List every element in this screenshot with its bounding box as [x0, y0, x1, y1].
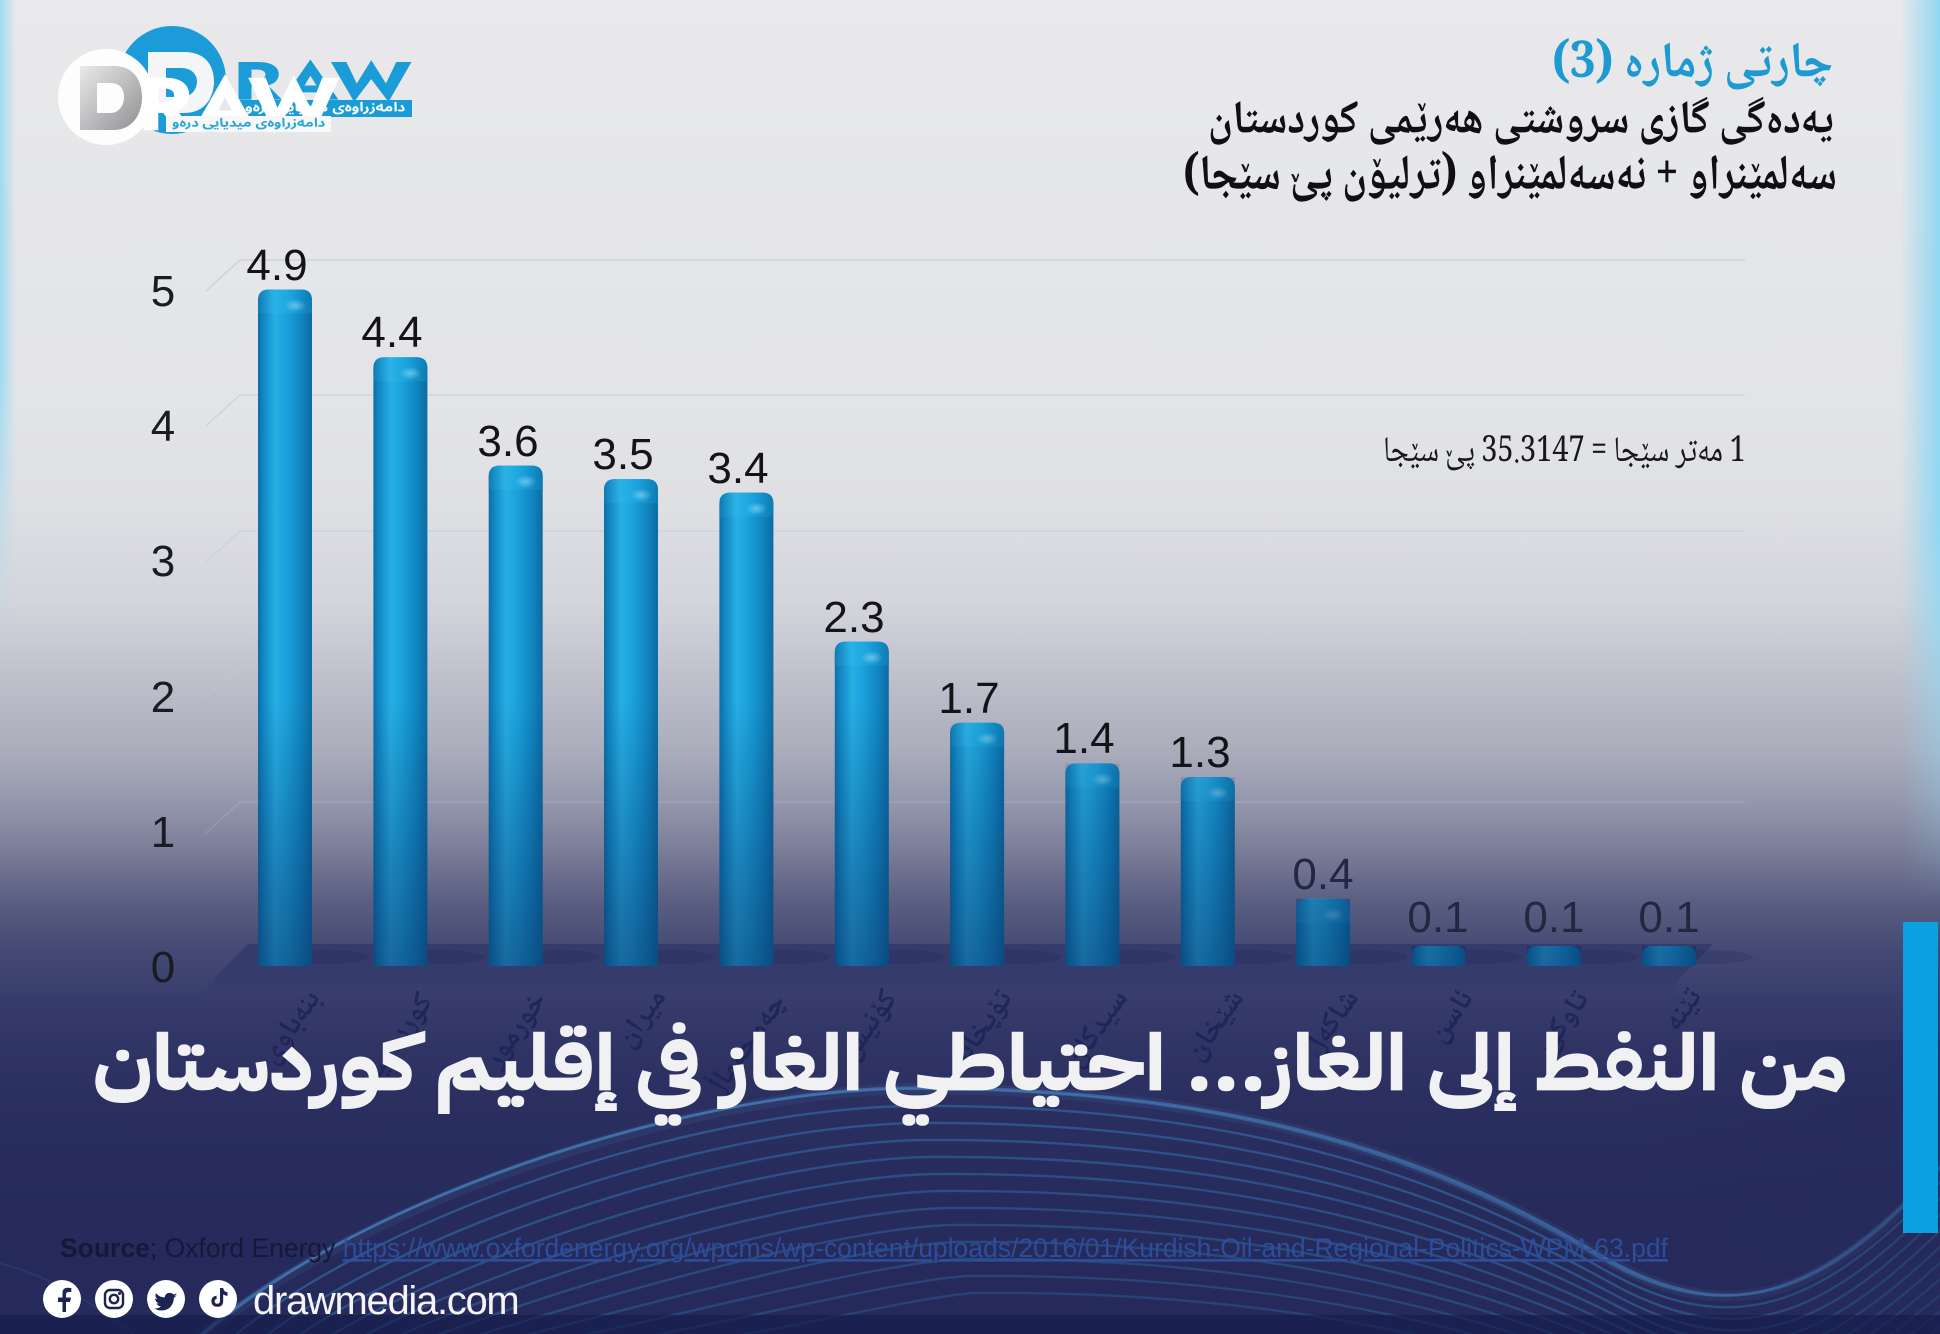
- svg-text:4: 4: [151, 402, 175, 451]
- svg-text:3.6: 3.6: [477, 417, 538, 466]
- svg-text:0.1: 0.1: [1523, 893, 1584, 942]
- svg-text:1.3: 1.3: [1169, 728, 1230, 777]
- svg-text:Source; Oxford Energy https://: Source; Oxford Energy https://www.oxford…: [60, 1233, 1669, 1263]
- svg-text:drawmedia.com: drawmedia.com: [253, 1279, 518, 1323]
- svg-text:4.9: 4.9: [246, 241, 307, 290]
- svg-text:3.5: 3.5: [592, 430, 653, 479]
- svg-text:3.4: 3.4: [707, 444, 768, 493]
- svg-text:0.4: 0.4: [1292, 850, 1353, 899]
- svg-text:1.7: 1.7: [938, 674, 999, 723]
- svg-text:3: 3: [151, 537, 175, 586]
- svg-text:5: 5: [151, 267, 175, 316]
- svg-text:2: 2: [151, 673, 175, 722]
- svg-text:0: 0: [151, 943, 175, 992]
- svg-text:0.1: 0.1: [1407, 893, 1468, 942]
- svg-text:1: 1: [151, 808, 175, 857]
- svg-text:0.1: 0.1: [1638, 893, 1699, 942]
- svg-text:4.4: 4.4: [361, 308, 422, 357]
- svg-text:1.4: 1.4: [1053, 714, 1114, 763]
- svg-text:2.3: 2.3: [823, 593, 884, 642]
